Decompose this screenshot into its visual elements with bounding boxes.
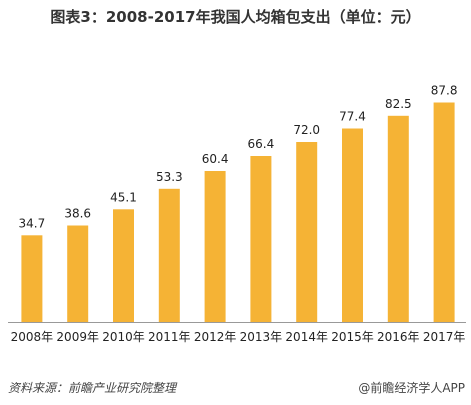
bar-0 — [21, 235, 43, 323]
bar-6 — [296, 142, 318, 322]
x-tick-label-1: 2009年 — [56, 330, 99, 344]
bar-8 — [387, 115, 409, 323]
value-label-7: 77.4 — [339, 110, 366, 124]
x-tick-labels-group: 2008年 2009年 2010年 2011年 2012年 2013年 2014年 2015年… — [11, 330, 466, 344]
value-label-3: 53.3 — [156, 170, 183, 184]
value-label-0: 34.7 — [19, 216, 46, 230]
value-label-6: 72.0 — [293, 123, 320, 137]
x-tick-label-0: 2008年 — [11, 330, 54, 344]
value-labels-group: 34.7 38.6 45.1 53.3 60.4 66.4 72.0 77.4 82.5 87.8 — [19, 84, 458, 231]
x-tick-label-2: 2010年 — [102, 330, 145, 344]
x-tick-label-8: 2016年 — [377, 330, 420, 344]
value-label-8: 82.5 — [385, 97, 412, 111]
x-tick-label-3: 2011年 — [148, 330, 191, 344]
bar-7 — [342, 128, 363, 322]
bar-1 — [67, 225, 89, 322]
x-tick-label-6: 2014年 — [285, 330, 328, 344]
bar-2 — [113, 209, 134, 323]
x-tick-label-7: 2015年 — [331, 330, 374, 344]
value-label-4: 60.4 — [202, 152, 229, 166]
x-tick-label-4: 2012年 — [194, 330, 237, 344]
bars-group — [21, 102, 455, 323]
source-note: 资料来源：前瞻产业研究院整理 — [8, 381, 177, 395]
brand-credit: @前瞻经济学人APP — [358, 381, 465, 395]
value-label-5: 66.4 — [248, 137, 275, 151]
x-tick-label-9: 2017年 — [423, 330, 466, 344]
x-tick-label-5: 2013年 — [240, 330, 283, 344]
bar-5 — [250, 156, 272, 322]
value-label-1: 38.6 — [64, 207, 91, 221]
bar-9 — [433, 102, 455, 322]
value-label-2: 45.1 — [110, 190, 137, 204]
chart-title: 图表3：2008-2017年我国人均箱包支出（单位：元） — [50, 8, 421, 26]
bar-3 — [158, 188, 180, 322]
bar-4 — [204, 171, 226, 322]
value-label-9: 87.8 — [431, 84, 458, 98]
